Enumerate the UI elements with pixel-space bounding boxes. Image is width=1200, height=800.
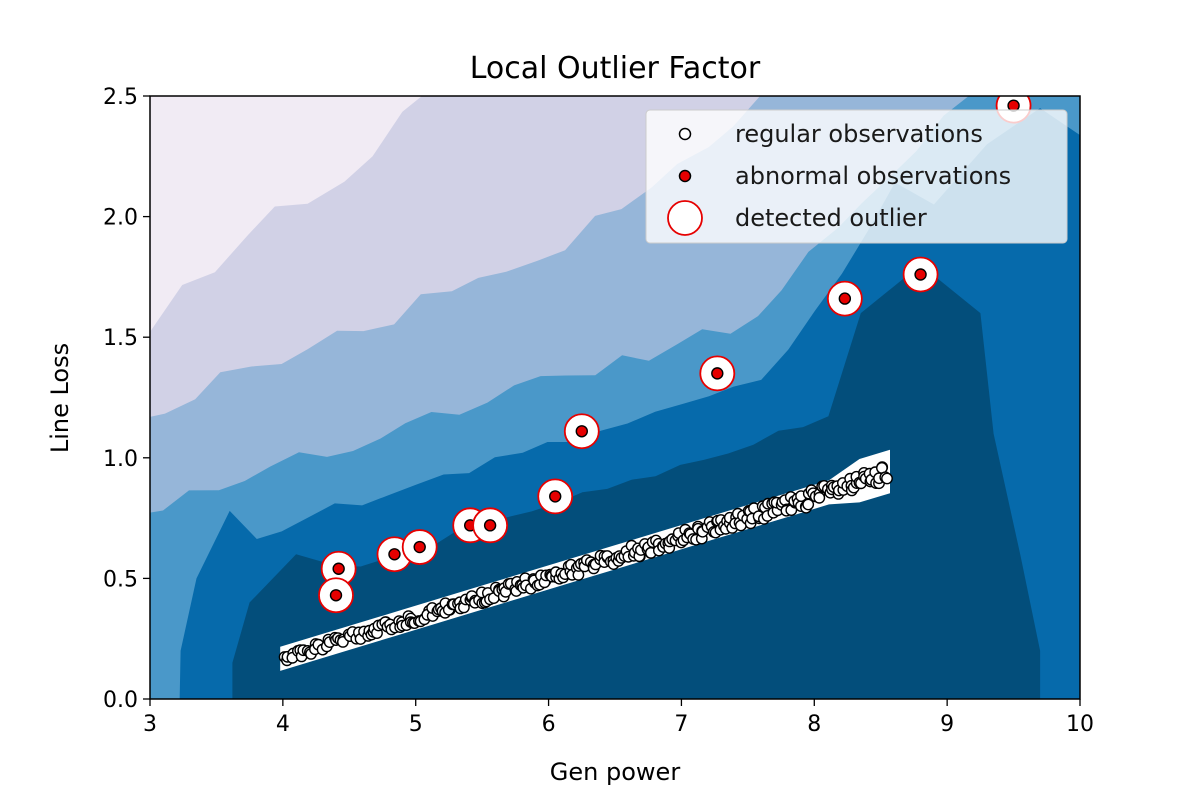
x-tick-label: 5 (409, 712, 423, 737)
abnormal-point (1007, 99, 1020, 112)
decision-contours (150, 96, 1080, 699)
y-axis: 0.0 0.5 1.0 1.5 2.0 2.5 (103, 85, 150, 713)
y-tick-label: 2.5 (103, 85, 138, 110)
y-tick-label: 1.0 (103, 447, 138, 472)
legend-item-outlier: detected outlier (667, 200, 927, 236)
abnormal-point (914, 268, 927, 281)
legend-label: abnormal observations (735, 162, 1011, 190)
abnormal-point (483, 519, 497, 532)
x-tick-label: 9 (940, 712, 954, 737)
abnormal-point (838, 292, 852, 305)
contour-level-6 (232, 264, 1041, 699)
abnormal-point (575, 425, 588, 438)
x-tick-label: 7 (674, 712, 688, 737)
y-axis-label: Line Loss (46, 343, 74, 453)
legend-item-abnormal: abnormal observations (678, 162, 1011, 190)
abnormal-observation (472, 507, 509, 544)
chart-title: Local Outlier Factor (470, 51, 761, 86)
abnormal-point (413, 540, 426, 554)
legend-box (645, 109, 1068, 244)
x-tick-label: 4 (276, 712, 290, 737)
y-tick-label: 1.5 (103, 326, 138, 351)
y-tick-label: 0.0 (103, 688, 138, 713)
regular-points-group (278, 461, 893, 667)
abnormal-point (332, 562, 345, 575)
legend-label: regular observations (735, 120, 983, 148)
legend: regular observations abnormal observation… (645, 109, 1068, 244)
y-tick-label: 2.0 (103, 206, 138, 231)
plot-frame (149, 95, 1081, 700)
legend-marker-abnormal (678, 169, 692, 183)
abnormal-observation (699, 355, 736, 392)
x-axis: 3 4 5 6 7 8 9 10 (143, 699, 1094, 737)
x-tick-label: 6 (542, 712, 556, 737)
abnormal-point (329, 589, 343, 602)
abnormal-points-group (318, 96, 1032, 614)
x-tick-label: 10 (1066, 712, 1094, 737)
abnormal-observation (902, 256, 939, 293)
abnormal-observation (537, 478, 574, 515)
abnormal-point (388, 548, 401, 561)
abnormal-point (711, 367, 724, 380)
x-axis-label: Gen power (550, 758, 681, 786)
x-tick-label: 3 (143, 712, 157, 737)
legend-marker-regular (678, 127, 692, 141)
y-tick-label: 0.5 (103, 567, 138, 592)
legend-marker-outlier (667, 200, 703, 236)
abnormal-observation (826, 280, 863, 317)
x-tick-label: 8 (807, 712, 821, 737)
abnormal-point (549, 490, 562, 503)
abnormal-observation (318, 577, 354, 614)
regular-point (881, 472, 893, 485)
abnormal-observation (401, 529, 438, 565)
abnormal-observation (563, 413, 600, 450)
legend-label: detected outlier (735, 204, 927, 232)
legend-item-regular: regular observations (678, 120, 983, 148)
regular-point (813, 491, 826, 504)
